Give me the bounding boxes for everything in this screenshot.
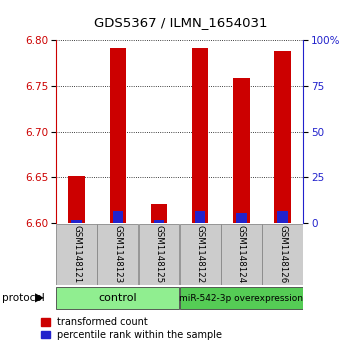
Text: GDS5367 / ILMN_1654031: GDS5367 / ILMN_1654031 <box>94 16 267 29</box>
Text: GSM1148123: GSM1148123 <box>113 225 122 284</box>
Bar <box>221 224 262 285</box>
Bar <box>180 224 221 285</box>
Bar <box>68 176 85 223</box>
Bar <box>139 224 179 285</box>
Text: miR-542-3p overexpression: miR-542-3p overexpression <box>179 294 303 302</box>
Bar <box>195 211 205 223</box>
Bar <box>151 204 167 223</box>
Text: protocol: protocol <box>2 293 44 303</box>
Bar <box>56 287 179 309</box>
Bar <box>192 48 208 223</box>
Bar <box>154 220 164 223</box>
Bar <box>71 220 82 223</box>
Bar <box>274 51 291 223</box>
Text: GSM1148122: GSM1148122 <box>196 225 205 284</box>
Bar <box>56 224 97 285</box>
Bar <box>233 78 250 223</box>
Bar <box>278 211 288 223</box>
Bar <box>113 211 123 223</box>
Text: GSM1148126: GSM1148126 <box>278 225 287 284</box>
Bar <box>180 287 303 309</box>
Text: ▶: ▶ <box>35 291 44 305</box>
Bar <box>109 48 126 223</box>
Text: GSM1148124: GSM1148124 <box>237 225 246 284</box>
Legend: transformed count, percentile rank within the sample: transformed count, percentile rank withi… <box>41 317 222 340</box>
Bar <box>262 224 303 285</box>
Text: GSM1148125: GSM1148125 <box>155 225 164 284</box>
Text: GSM1148121: GSM1148121 <box>72 225 81 284</box>
Bar <box>236 213 247 223</box>
Text: control: control <box>99 293 137 303</box>
Bar <box>97 224 138 285</box>
